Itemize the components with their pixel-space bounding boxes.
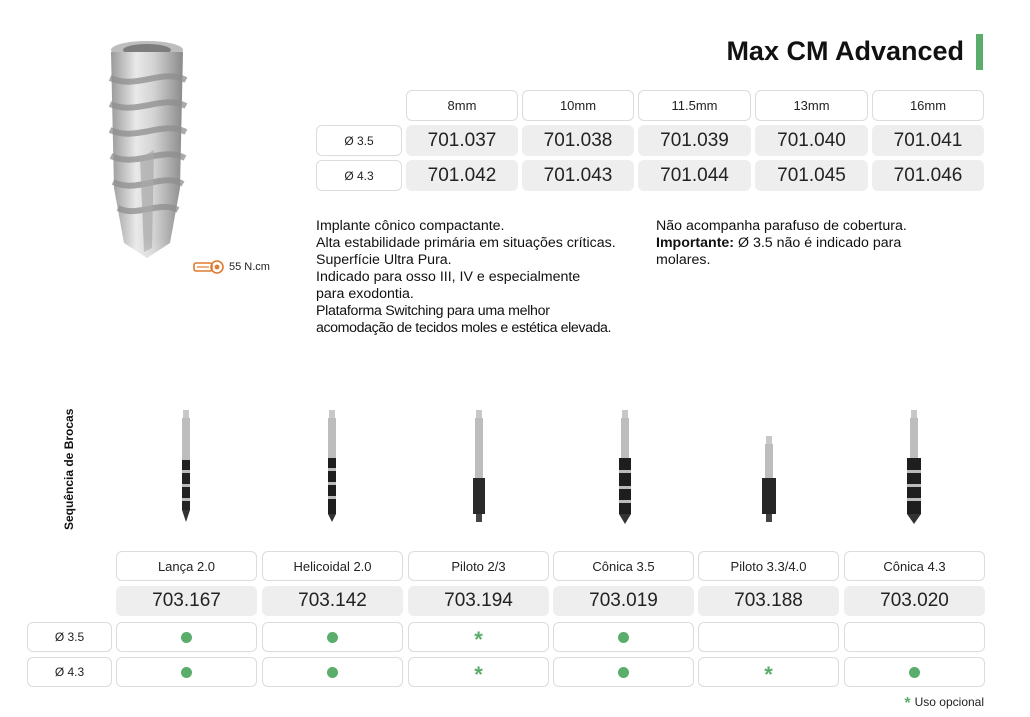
description-line: molares.: [656, 252, 711, 268]
implant-row-label-4-3: Ø 4.3: [316, 160, 402, 191]
length-header-11-5mm: 11.5mm: [638, 90, 751, 121]
description-line: Superfície Ultra Pura.: [316, 252, 452, 268]
usage-cell: [553, 622, 694, 652]
drill-image-conica-3-5: [619, 410, 631, 524]
usage-cell: *: [698, 657, 839, 687]
length-header-13mm: 13mm: [755, 90, 868, 121]
description-line: Implante cônico compactante.: [316, 218, 505, 234]
drill-image-helicoidal: [328, 410, 336, 522]
drill-image-conica-4-3: [907, 410, 921, 524]
drill-name: Helicoidal 2.0: [262, 551, 403, 581]
usage-cell: *: [408, 657, 549, 687]
implant-code: 701.046: [872, 160, 984, 191]
drill-code: 703.194: [408, 586, 549, 616]
title-accent-bar: [976, 34, 983, 70]
optional-star-icon: *: [904, 695, 911, 712]
drill-image-piloto-3-3-4-0: [762, 436, 776, 522]
implant-row-label-3-5: Ø 3.5: [316, 125, 402, 156]
drill-name: Piloto 2/3: [408, 551, 549, 581]
usage-cell: [844, 622, 985, 652]
description-line: Alta estabilidade primária em situações …: [316, 235, 616, 251]
drill-name: Lança 2.0: [116, 551, 257, 581]
usage-cell: [844, 657, 985, 687]
optional-use-legend: * Uso opcional: [904, 692, 984, 712]
description-line: Indicado para osso III, IV e especialmen…: [316, 269, 581, 285]
drill-image-lanca: [182, 410, 190, 522]
implant-code: 701.038: [522, 125, 634, 156]
usage-dot-icon: [618, 631, 629, 643]
usage-cell: [116, 622, 257, 652]
implant-description-right: Não acompanha parafuso de cobertura. Imp…: [656, 218, 986, 269]
usage-dot-icon: [618, 666, 629, 678]
description-line: acomodação de tecidos moles e estética e…: [316, 320, 612, 336]
implant-code: 701.043: [522, 160, 634, 191]
drill-sequence-label: Sequência de Brocas: [62, 408, 76, 530]
drill-code: 703.020: [844, 586, 985, 616]
drill-name: Cônica 3.5: [553, 551, 694, 581]
drill-code: 703.019: [553, 586, 694, 616]
page-title: Max CM Advanced: [726, 36, 964, 66]
optional-star-icon: *: [474, 662, 483, 687]
implant-code: 701.042: [406, 160, 518, 191]
drill-code: 703.188: [698, 586, 839, 616]
drill-row-label-3-5: Ø 3.5: [27, 622, 112, 652]
drill-image-piloto-2-3: [473, 410, 485, 522]
description-line: Plataforma Switching para uma melhor: [316, 303, 550, 319]
optional-star-icon: *: [474, 627, 483, 652]
drill-name: Piloto 3.3/4.0: [698, 551, 839, 581]
drill-code: 703.142: [262, 586, 403, 616]
implant-code: 701.045: [755, 160, 868, 191]
usage-cell: *: [408, 622, 549, 652]
description-line: para exodontia.: [316, 286, 414, 302]
drill-code: 703.167: [116, 586, 257, 616]
usage-dot-icon: [327, 631, 338, 643]
usage-cell: [698, 622, 839, 652]
implant-code: 701.040: [755, 125, 868, 156]
length-header-16mm: 16mm: [872, 90, 984, 121]
legend-text: Uso opcional: [914, 695, 984, 709]
length-header-8mm: 8mm: [406, 90, 518, 121]
usage-dot-icon: [909, 666, 920, 678]
usage-dot-icon: [181, 631, 192, 643]
length-header-10mm: 10mm: [522, 90, 634, 121]
torque-indicator: 55 N.cm: [193, 260, 270, 274]
implant-code: 701.039: [638, 125, 751, 156]
usage-dot-icon: [181, 666, 192, 678]
drill-name: Cônica 4.3: [844, 551, 985, 581]
usage-cell: [553, 657, 694, 687]
description-line: Não acompanha parafuso de cobertura.: [656, 218, 907, 234]
usage-dot-icon: [327, 666, 338, 678]
optional-star-icon: *: [764, 662, 773, 687]
torque-wrench-icon: [193, 260, 224, 274]
usage-cell: [262, 657, 403, 687]
important-text: Ø 3.5 não é indicado para: [734, 235, 902, 251]
drill-row-label-4-3: Ø 4.3: [27, 657, 112, 687]
implant-code: 701.037: [406, 125, 518, 156]
implant-code: 701.041: [872, 125, 984, 156]
description-line-important: Importante: Ø 3.5 não é indicado para: [656, 235, 986, 252]
usage-cell: [262, 622, 403, 652]
usage-cell: [116, 657, 257, 687]
implant-description-left: Implante cônico compactante. Alta estabi…: [316, 218, 646, 337]
implant-code: 701.044: [638, 160, 751, 191]
torque-value: 55 N.cm: [229, 261, 270, 273]
important-label: Importante:: [656, 235, 735, 251]
implant-image: [107, 41, 188, 338]
